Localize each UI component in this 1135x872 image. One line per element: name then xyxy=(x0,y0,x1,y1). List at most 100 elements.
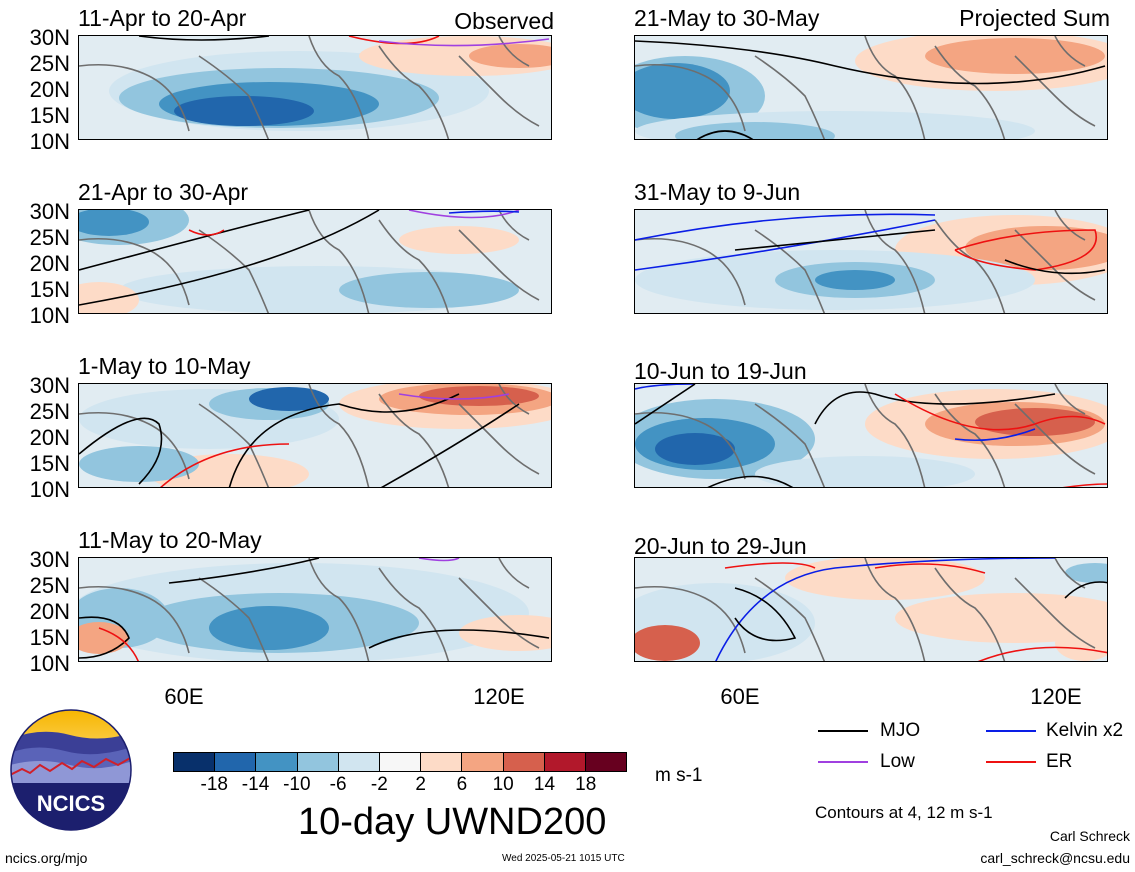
lat-label: 15N xyxy=(29,277,70,302)
lat-label: 30N xyxy=(29,199,70,224)
lat-label: 30N xyxy=(29,547,70,572)
contour-line xyxy=(368,629,550,649)
shading-region xyxy=(975,408,1095,436)
coastline xyxy=(79,210,540,313)
shading-region xyxy=(675,122,835,139)
lat-label: 25N xyxy=(29,573,70,598)
panel-title-5: 21-May to 30-May xyxy=(634,5,820,31)
panel-title-7: 10-Jun to 19-Jun xyxy=(634,358,807,384)
colorbar-tick-label: 14 xyxy=(533,774,556,795)
panel-title-8: 20-Jun to 29-Jun xyxy=(634,533,807,559)
shading-region xyxy=(1065,563,1107,583)
lat-label: 20N xyxy=(29,425,70,450)
contour-line xyxy=(79,417,163,485)
map-panel-2 xyxy=(78,209,552,314)
lon-label-120e-left: 120E xyxy=(473,684,525,709)
colorbar-swatch xyxy=(584,753,627,771)
shading-region xyxy=(895,593,1107,643)
contour-line xyxy=(1004,259,1106,275)
contour-line xyxy=(408,210,520,219)
shading-region xyxy=(965,226,1107,270)
shading-region xyxy=(249,387,329,411)
contour-line xyxy=(1062,483,1107,487)
lon-label-60e-right: 60E xyxy=(720,684,760,709)
shading-region xyxy=(79,622,129,654)
shading-region xyxy=(655,433,735,465)
colorbar-tick-label: -14 xyxy=(241,774,270,795)
colorbar-swatch xyxy=(337,753,379,771)
contour-line xyxy=(894,393,1106,431)
figure-title: 10-day UWND200 xyxy=(298,801,607,843)
colorbar-tick-label: 2 xyxy=(415,774,426,795)
colorbar-swatch xyxy=(502,753,544,771)
lat-label: 10N xyxy=(29,477,70,502)
colorbar-swatch xyxy=(255,753,297,771)
lat-label: 25N xyxy=(29,225,70,250)
panel-title-2: 21-Apr to 30-Apr xyxy=(78,179,249,205)
map-panel-6 xyxy=(634,209,1108,314)
contour-line xyxy=(724,562,816,569)
lat-label: 15N xyxy=(29,625,70,650)
lat-label: 25N xyxy=(29,399,70,424)
contour-line xyxy=(696,130,754,139)
shading-region xyxy=(469,44,551,68)
map-panel-3 xyxy=(78,383,552,488)
lat-label: 15N xyxy=(29,103,70,128)
contour-line xyxy=(707,475,794,487)
colorbar-swatch xyxy=(174,753,215,771)
lat-label: 15N xyxy=(29,451,70,476)
legend-label-low: Low xyxy=(880,751,915,772)
lat-label: 10N xyxy=(29,303,70,328)
shading-region xyxy=(79,446,199,482)
shading-region xyxy=(815,270,895,290)
lat-label: 20N xyxy=(29,251,70,276)
panel-tag-projected: Projected Sum xyxy=(959,5,1110,31)
legend-label-kelvin: Kelvin x2 xyxy=(1046,720,1124,741)
panel-title-4: 11-May to 20-May xyxy=(78,527,262,553)
legend-line-er xyxy=(986,761,1036,763)
colorbar-swatch xyxy=(420,753,462,771)
colorbar-swatch xyxy=(378,753,421,771)
colorbar-swatch xyxy=(214,753,256,771)
shading-region xyxy=(209,606,329,650)
contour-line xyxy=(1064,581,1107,599)
lon-label-60e-left: 60E xyxy=(164,684,204,709)
legend-label-er: ER xyxy=(1046,751,1073,772)
shading-region xyxy=(79,210,149,236)
contour-line xyxy=(635,213,936,241)
lat-label: 30N xyxy=(29,373,70,398)
contour-line xyxy=(635,40,1106,85)
contour-line xyxy=(168,558,320,584)
shading-region xyxy=(399,226,519,254)
panel-title-3: 1-May to 10-May xyxy=(78,353,251,379)
coastline xyxy=(79,384,540,487)
panel-title-6: 31-May to 9-Jun xyxy=(634,179,801,205)
shading-region xyxy=(174,96,314,126)
contour-line xyxy=(378,38,550,47)
lat-label: 30N xyxy=(29,25,70,50)
map-panel-5 xyxy=(634,35,1108,140)
contour-line xyxy=(79,210,380,306)
map-panel-4 xyxy=(78,557,552,662)
legend-line-kelvin xyxy=(986,730,1036,732)
contour-line xyxy=(160,443,290,487)
shading-region xyxy=(419,386,539,406)
svg-text:NCICS: NCICS xyxy=(37,791,105,816)
coastline xyxy=(635,36,1096,139)
colorbar-tick-label: -6 xyxy=(329,774,347,795)
panel-title-1: 11-Apr to 20-Apr xyxy=(78,5,247,31)
colorbar-units: m s-1 xyxy=(655,765,703,786)
legend-line-low xyxy=(818,761,868,763)
shading-region xyxy=(79,282,139,313)
shading-region xyxy=(339,272,519,308)
contour-line xyxy=(954,229,1097,271)
contour-line xyxy=(98,627,139,661)
colorbar-swatch xyxy=(543,753,585,771)
colorbar-tick-label: -18 xyxy=(200,774,228,795)
lat-label: 25N xyxy=(29,51,70,76)
coastline xyxy=(635,384,1096,487)
colorbar-tick-label: 6 xyxy=(456,774,468,795)
author-name: Carl Schreck xyxy=(1049,828,1130,844)
colorbar-swatch xyxy=(296,753,338,771)
panel-tag-observed: Observed xyxy=(454,8,554,34)
